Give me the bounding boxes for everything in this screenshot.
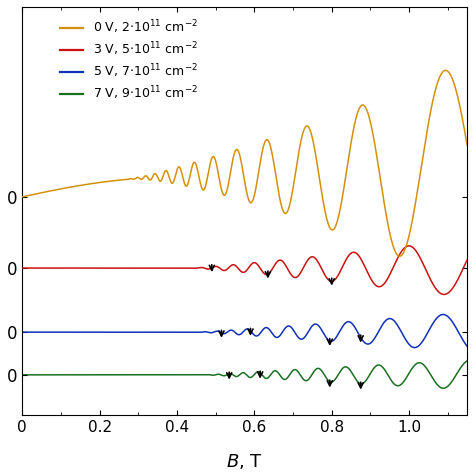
Legend: 0 V, 2$\cdot$10$^{11}$ cm$^{-2}$, 3 V, 5$\cdot$10$^{11}$ cm$^{-2}$, 5 V, 7$\cdot: 0 V, 2$\cdot$10$^{11}$ cm$^{-2}$, 3 V, 5…: [55, 13, 203, 107]
Text: $\mathit{B}$, T: $\mathit{B}$, T: [226, 452, 263, 471]
